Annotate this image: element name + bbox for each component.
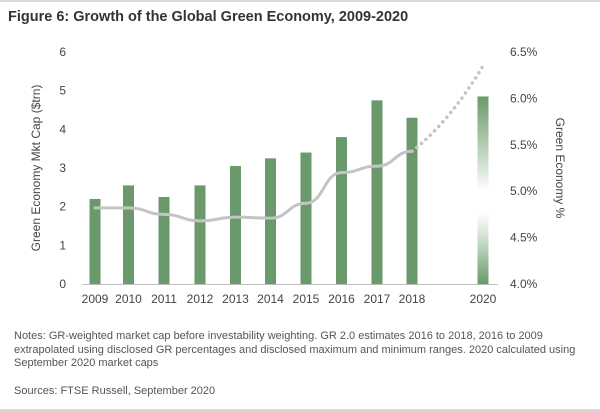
bar-2013 <box>230 166 241 284</box>
x-tick-label: 2016 <box>328 292 355 306</box>
y-tick-label: 4 <box>59 122 66 136</box>
x-tick-label: 2015 <box>293 292 320 306</box>
x-tick-label: 2018 <box>399 292 426 306</box>
figure-title: Figure 6: Growth of the Global Green Eco… <box>8 9 409 25</box>
bar-2015 <box>300 152 312 284</box>
y2-tick-label: 5.5% <box>510 138 538 152</box>
chart: 0 1 2 3 4 5 6 4.0% 4.5% 5.0% 5.5% 6.0% 6.5% 2009 201… <box>29 45 567 306</box>
left-axis-title: Green Economy Mkt Cap ($trn) <box>29 85 43 252</box>
y-tick-label: 5 <box>59 84 66 98</box>
bar-2020 <box>477 96 489 284</box>
y2-tick-label: 6.0% <box>510 91 538 105</box>
y-tick-label: 3 <box>59 161 66 175</box>
x-tick-label: 2012 <box>187 292 214 306</box>
y2-tick-label: 4.5% <box>510 231 538 245</box>
chart-sources: Sources: FTSE Russell, September 2020 <box>14 385 216 397</box>
bar-2014 <box>265 158 276 284</box>
x-tick-label: 2014 <box>257 292 284 306</box>
left-axis-ticks: 0 1 2 3 4 5 6 <box>59 45 66 291</box>
x-tick-label: 2009 <box>82 292 109 306</box>
y-tick-label: 6 <box>59 45 66 59</box>
x-tick-label: 2020 <box>470 292 497 306</box>
bar-2011 <box>158 197 170 284</box>
bar-2017 <box>371 100 383 284</box>
bar-2012 <box>194 185 206 284</box>
bar-2018 <box>406 117 418 284</box>
chart-notes: Notes: GR-weighted market cap before inv… <box>14 330 576 369</box>
bar-2009 <box>89 198 101 284</box>
x-tick-label: 2017 <box>364 292 391 306</box>
x-tick-label: 2013 <box>222 292 249 306</box>
green-economy-pct-projection-line <box>410 64 485 154</box>
y-tick-label: 0 <box>59 277 66 291</box>
x-axis-ticks: 2009 2010 2011 2012 2013 2014 2015 2016 2017 2018… <box>82 292 497 306</box>
y-tick-label: 2 <box>59 200 66 214</box>
line-series <box>93 64 485 223</box>
bar-2010 <box>123 185 134 284</box>
y-tick-label: 1 <box>59 238 66 252</box>
right-axis-ticks: 4.0% 4.5% 5.0% 5.5% 6.0% 6.5% <box>510 45 538 291</box>
green-economy-pct-line <box>93 149 414 223</box>
y2-tick-label: 6.5% <box>510 45 538 59</box>
right-axis-title: Green Economy % <box>553 118 567 219</box>
y2-tick-label: 4.0% <box>510 277 538 291</box>
bar-series <box>89 96 489 284</box>
bar-2016 <box>336 137 347 284</box>
x-tick-label: 2010 <box>115 292 142 306</box>
x-tick-label: 2011 <box>151 292 177 306</box>
y2-tick-label: 5.0% <box>510 184 538 198</box>
